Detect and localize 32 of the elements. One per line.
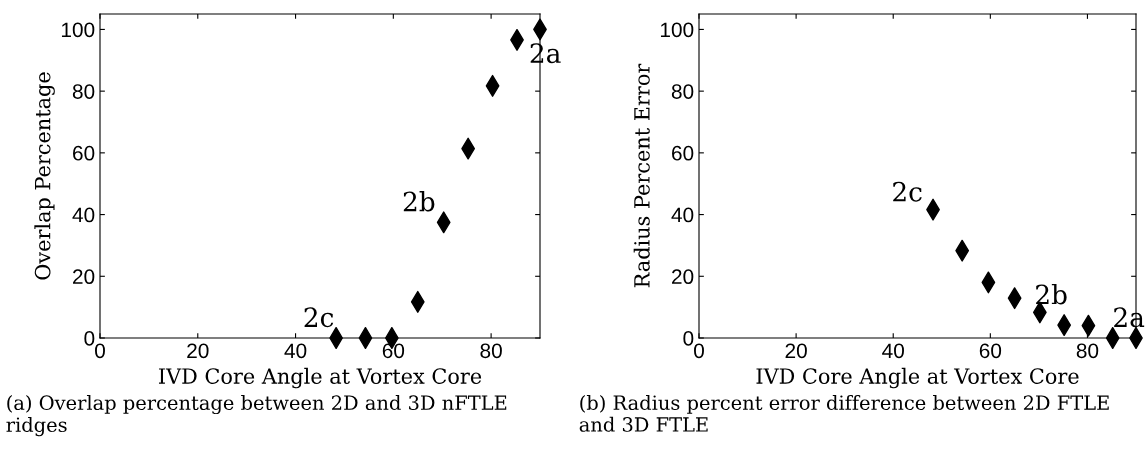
x-axis-title: IVD Core Angle at Vortex Core [158,367,482,389]
x-tick-label: 0 [95,343,105,359]
y-tick-label: 20 [672,269,694,285]
annotation: 2b [403,191,435,212]
y-tick-label: 100 [61,22,95,38]
x-tick-label: 80 [480,343,502,359]
x-axis-title: IVD Core Angle at Vortex Core [756,367,1079,389]
y-axis-title: Radius Percent Error [633,63,650,288]
x-tick-label: 40 [284,343,307,359]
y-tick-label: 0 [84,331,95,346]
x-tick-label: 0 [694,343,704,359]
y-tick-label: 20 [73,269,95,285]
y-tick-label: 60 [73,145,95,161]
x-tick-label: 20 [785,343,807,359]
text: (a) Overlap percentage between 2D and 3D nFTLE ridges [6,395,507,437]
annotation: 2b [1036,284,1067,305]
y-tick-label: 40 [671,207,694,223]
y-tick-label: 80 [671,84,694,99]
y-tick-label: 80 [72,84,95,99]
y-tick-label: 40 [72,207,95,223]
y-tick-label: 0 [683,331,694,346]
y-tick-label: 60 [672,145,694,161]
x-tick-label: 60 [382,343,405,359]
y-axis-title: Overlap Percentage [34,72,55,280]
y-tick-label: 100 [660,22,694,38]
x-tick-label: 60 [979,343,1002,359]
x-tick-label: 80 [1076,343,1099,359]
text: (b) Radius percent error difference between 2D FTLE and 3D FTLE [579,395,1109,432]
x-tick-label: 20 [187,343,209,359]
x-tick-label: 40 [882,343,904,359]
annotation: 2c [893,181,922,202]
annotation: 2c [304,307,334,328]
